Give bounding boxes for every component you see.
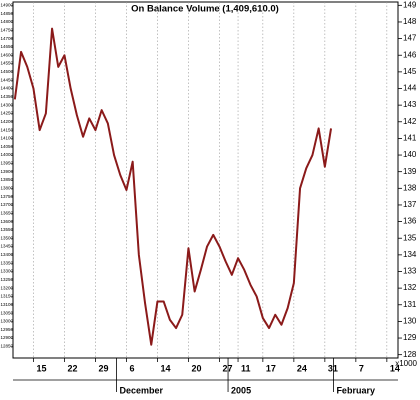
y-tick-label: 145: [403, 67, 417, 76]
chart-title: On Balance Volume (1,409,610.0): [131, 4, 279, 15]
x-tick-label: 14: [390, 363, 400, 373]
y-tick-label: 134: [403, 250, 417, 259]
x-tick-label: 11: [241, 363, 251, 373]
plot-frame: [12, 1, 399, 359]
y-tick-label: 146: [403, 50, 417, 59]
line-series: [13, 27, 333, 346]
x-tick-label: 29: [98, 363, 108, 373]
x-tick-label: 17: [266, 363, 276, 373]
unit-label: x1000: [395, 359, 417, 368]
y-left-tick-label: 13500: [1, 235, 14, 240]
y-left-tick-label: 13350: [1, 260, 14, 265]
y-tick-label: 139: [403, 167, 417, 176]
x-tick-label: 20: [191, 363, 201, 373]
y-left-tick-label: 13300: [1, 269, 14, 274]
y-left-tick-label: 13750: [1, 194, 14, 199]
y-left-tick-label: 13600: [1, 219, 14, 224]
y-left-tick-label: 14050: [1, 144, 14, 149]
x-tick-label: 14: [160, 363, 170, 373]
y-left-tick-label: 13050: [1, 310, 14, 315]
y-left-tick-label: 13200: [1, 285, 14, 290]
y-tick-label: 147: [403, 34, 417, 43]
y-left-tick-label: 14500: [1, 69, 14, 74]
y-left-tick-label: 14350: [1, 94, 14, 99]
y-left-tick-label: 13150: [1, 294, 14, 299]
y-tick-label: 131: [403, 300, 417, 309]
x-tick-label: 7: [359, 363, 364, 373]
y-left-tick-label: 14200: [1, 119, 14, 124]
x-tick-label: 6: [129, 363, 134, 373]
y-tick-label: 129: [403, 333, 417, 342]
y-tick-label: 140: [403, 150, 417, 159]
y-left-tick-label: 14000: [1, 152, 14, 157]
y-left-tick-label: 12900: [1, 335, 14, 340]
y-tick-label: 132: [403, 283, 417, 292]
y-left-tick-label: 13800: [1, 186, 14, 191]
y-left-tick-label: 14250: [1, 111, 14, 116]
x-group-label: 2005: [231, 385, 251, 395]
y-left-tick-label: 14750: [1, 27, 14, 32]
y-tick-label: 128: [403, 350, 417, 359]
x-group-label: December: [119, 385, 163, 395]
y-left-tick-label: 13900: [1, 169, 14, 174]
y-tick-label: 143: [403, 100, 417, 109]
y-left-tick-label: 13100: [1, 302, 14, 307]
x-tick-label: 24: [297, 363, 307, 373]
y-tick-label: 149: [403, 0, 417, 9]
y-left-tick-label: 13000: [1, 319, 14, 324]
y-left-tick-label: 13450: [1, 244, 14, 249]
y-left-tick-label: 14700: [1, 36, 14, 41]
y-left-tick-label: 13950: [1, 161, 14, 166]
y-left-tick-label: 14450: [1, 77, 14, 82]
y-left-tick-label: 12850: [1, 344, 14, 349]
x-tick-label: 15: [36, 363, 46, 373]
y-tick-label: 141: [403, 134, 417, 143]
y-tick-label: 136: [403, 217, 417, 226]
x-group-label: February: [336, 385, 375, 395]
x-tick-label: 31: [328, 363, 338, 373]
y-left-tick-label: 13250: [1, 277, 14, 282]
x-tick-label: 27: [222, 363, 232, 373]
y-left-tick-label: 14850: [1, 11, 14, 16]
x-tick-label: 22: [67, 363, 77, 373]
y-left-tick-label: 13550: [1, 227, 14, 232]
y-tick-label: 148: [403, 17, 417, 26]
y-left-tick-label: 14150: [1, 127, 14, 132]
y-tick-label: 137: [403, 200, 417, 209]
y-left-tick-label: 13700: [1, 202, 14, 207]
y-left-tick-label: 14650: [1, 44, 14, 49]
y-left-tick-label: 14600: [1, 52, 14, 57]
y-left-tick-label: 13850: [1, 177, 14, 182]
y-tick-label: 142: [403, 117, 417, 126]
y-tick-label: 144: [403, 84, 417, 93]
y-left-tick-label: 14100: [1, 136, 14, 141]
y-tick-label: 138: [403, 183, 417, 192]
y-left-tick-label: 12950: [1, 327, 14, 332]
y-left-tick-label: 14550: [1, 61, 14, 66]
y-left-tick-label: 14900: [1, 3, 14, 8]
y-left-tick-label: 14400: [1, 86, 14, 91]
y-tick-label: 130: [403, 317, 417, 326]
y-left-tick-label: 13400: [1, 252, 14, 257]
y-tick-label: 135: [403, 233, 417, 242]
y-left-tick-label: 13650: [1, 210, 14, 215]
y-left-tick-label: 14300: [1, 102, 14, 107]
y-tick-label: 133: [403, 267, 417, 276]
y-left-tick-label: 14800: [1, 19, 14, 24]
